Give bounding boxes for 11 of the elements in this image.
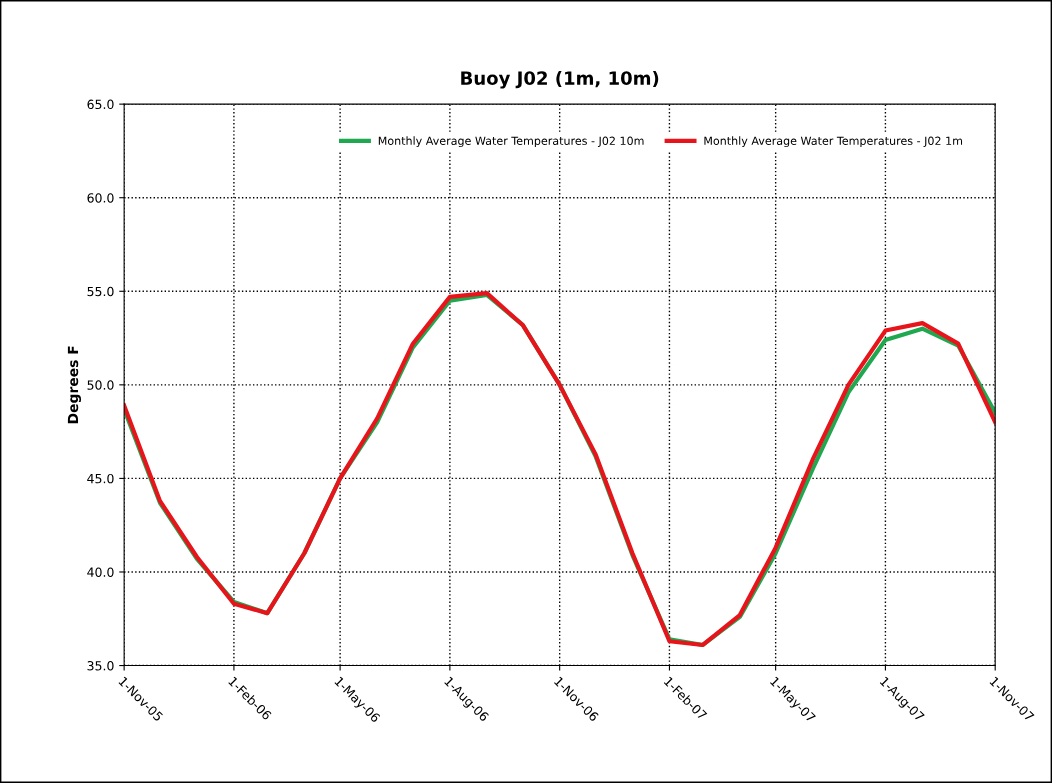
y-tick-label: 45.0 xyxy=(87,473,114,484)
y-tick-label: 50.0 xyxy=(87,380,114,390)
y-tick-label: 55.0 xyxy=(87,286,114,297)
chart-title: Buoy J02 (1m, 10m) xyxy=(461,70,659,89)
y-tick-label: 35.0 xyxy=(87,661,114,671)
legend-label: Monthly Average Water Temperatures - J02 10m xyxy=(378,136,644,148)
y-axis-title: Degrees F xyxy=(67,346,82,424)
y-tick-label: 65.0 xyxy=(87,99,114,110)
y-tick-label: 40.0 xyxy=(87,567,114,577)
y-tick-label: 60.0 xyxy=(87,193,114,203)
legend-label: Monthly Average Water Temperatures - J02 1m xyxy=(704,136,963,148)
